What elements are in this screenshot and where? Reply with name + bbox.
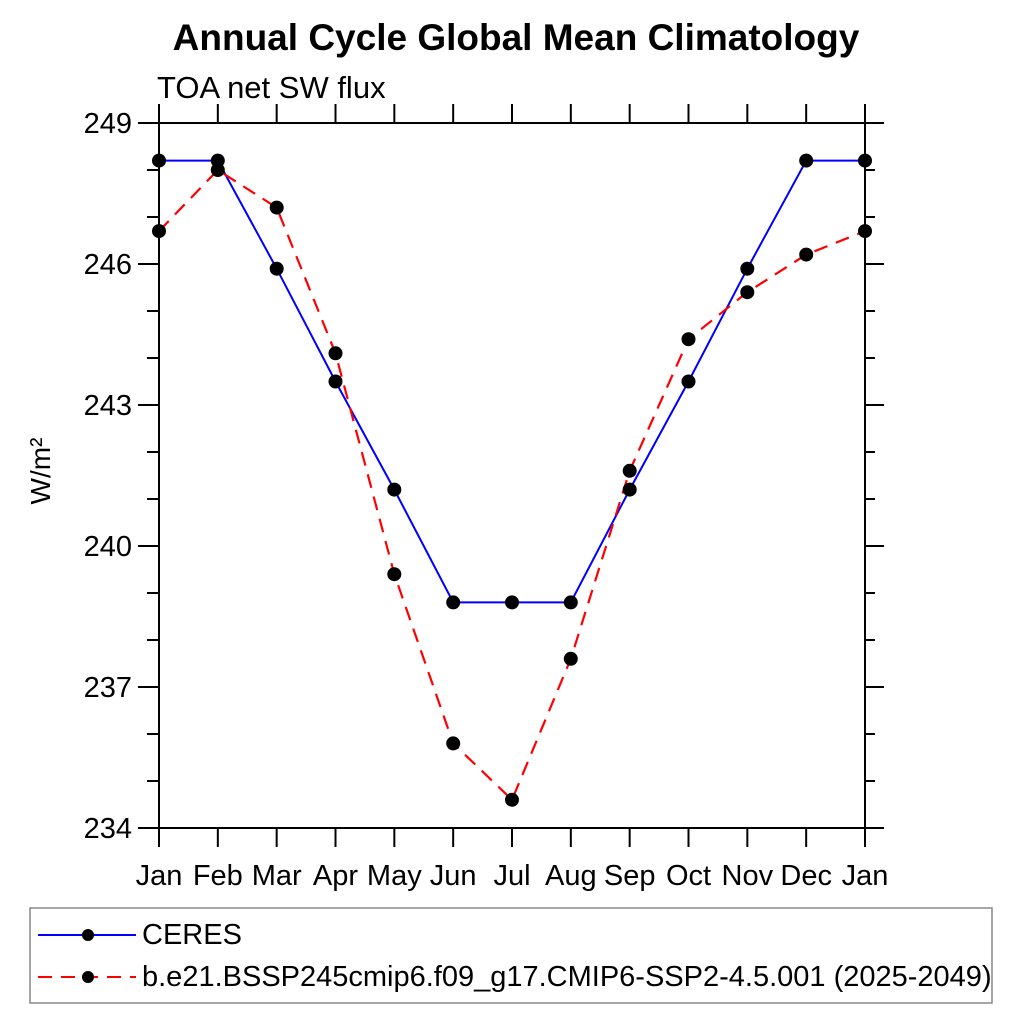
data-point-marker xyxy=(740,285,755,300)
x-tick-label: Dec xyxy=(780,860,832,892)
axis-ticks: 234 237 240 243 246 249 Jan Feb Mar Apr May Jun Jul A… xyxy=(84,104,889,892)
data-point-marker xyxy=(269,261,284,276)
data-point-marker xyxy=(210,163,225,177)
legend-box xyxy=(29,907,993,1004)
x-tick-label: Apr xyxy=(313,860,358,892)
data-point-marker xyxy=(563,595,578,610)
data-point-marker xyxy=(387,482,402,497)
data-point-marker xyxy=(446,595,461,610)
data-point-marker xyxy=(269,200,284,215)
x-tick-label: Sep xyxy=(604,860,656,892)
chart-title: Annual Cycle Global Mean Climatology xyxy=(173,17,860,58)
y-tick-label: 246 xyxy=(84,249,132,281)
y-tick-label: 240 xyxy=(84,531,132,563)
series-ceres-line xyxy=(159,159,865,604)
x-tick-label: Aug xyxy=(545,860,597,892)
data-point-marker xyxy=(681,332,696,347)
data-point-marker xyxy=(446,736,461,751)
data-point-marker xyxy=(740,261,755,276)
y-tick-label: 243 xyxy=(84,390,132,422)
x-tick-label: Jun xyxy=(430,860,477,892)
series-model-line xyxy=(158,168,866,802)
x-tick-label: May xyxy=(367,860,422,892)
chart-subtitle: TOA net SW flux xyxy=(157,70,386,105)
y-tick-label: 237 xyxy=(84,672,132,704)
legend-label-model: b.e21.BSSP245cmip6.f09_g17.CMIP6-SSP2-4.… xyxy=(142,961,992,993)
legend: CERES b.e21.BSSP245cmip6.f09_g17.CMIP6-S… xyxy=(29,907,993,1004)
data-point-marker xyxy=(799,247,814,262)
data-point-marker xyxy=(622,463,637,478)
data-point-marker xyxy=(387,567,402,582)
x-tick-label: Feb xyxy=(193,860,243,892)
legend-model-marker xyxy=(82,971,94,983)
x-tick-label: Jul xyxy=(493,860,530,892)
y-tick-label: 249 xyxy=(84,108,132,140)
data-point-marker xyxy=(563,651,578,666)
data-series xyxy=(152,153,872,807)
data-point-marker xyxy=(799,153,814,168)
x-tick-label: Nov xyxy=(722,860,774,892)
data-point-marker xyxy=(681,374,696,389)
legend-label-ceres: CERES xyxy=(142,919,242,951)
x-tick-label: Jan xyxy=(842,860,889,892)
data-point-marker xyxy=(505,792,519,807)
x-tick-label: Jan xyxy=(136,860,183,892)
data-point-marker xyxy=(622,482,637,497)
data-point-marker xyxy=(328,346,343,361)
plot-frame xyxy=(158,122,866,829)
data-point-marker xyxy=(505,595,519,610)
y-tick-label: 234 xyxy=(84,813,132,845)
x-tick-label: Oct xyxy=(666,860,711,892)
legend-ceres-marker xyxy=(82,929,94,941)
y-axis-label: W/m² xyxy=(25,438,56,505)
data-point-marker xyxy=(328,374,343,389)
x-tick-label: Mar xyxy=(252,860,302,892)
